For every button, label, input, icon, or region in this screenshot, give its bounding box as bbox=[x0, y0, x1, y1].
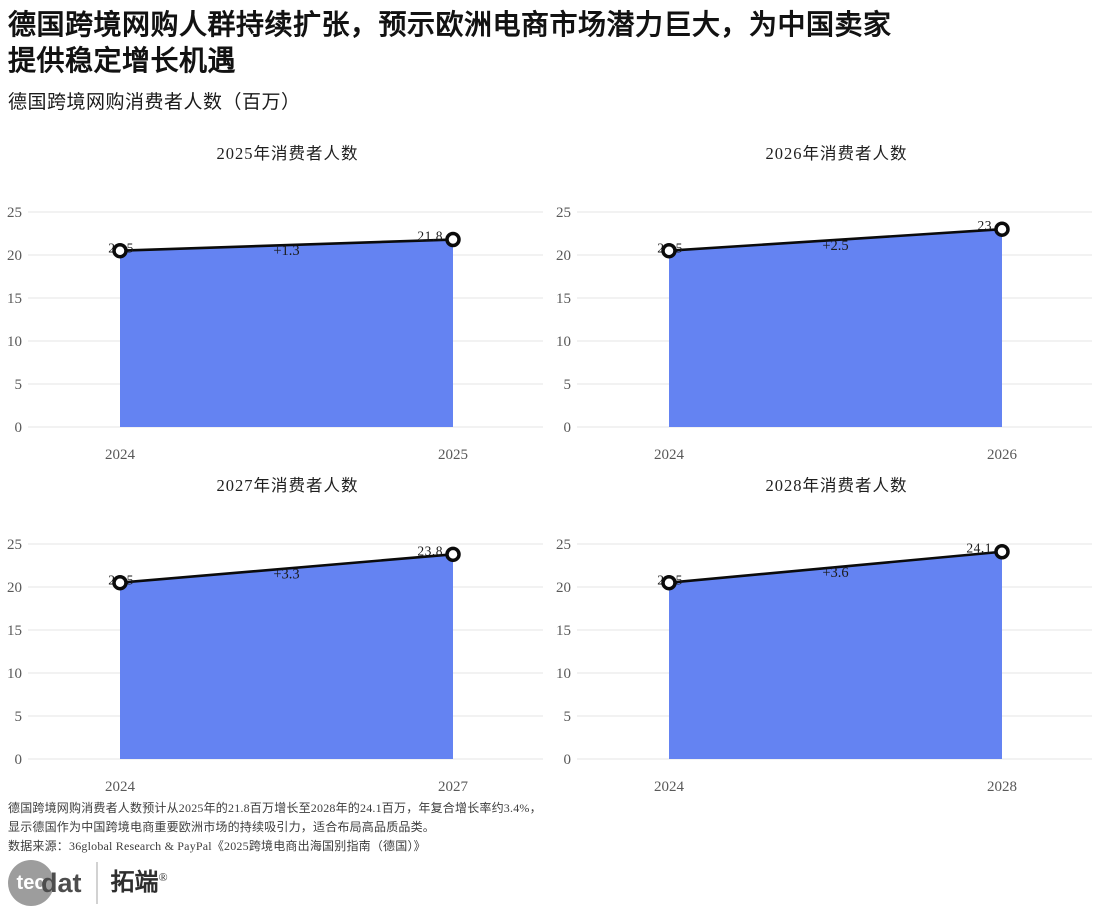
y-tick-label-0: 0 bbox=[15, 420, 23, 436]
x-tick-label-2024: 2024 bbox=[105, 779, 136, 794]
y-tick-label-5: 5 bbox=[564, 377, 572, 393]
trend-line bbox=[119, 553, 454, 584]
y-tick-label-20: 20 bbox=[7, 580, 22, 596]
delta-label: +3.3 bbox=[273, 567, 299, 583]
logo-divider bbox=[95, 862, 98, 904]
subplot-title: 2026年消费者人数 bbox=[766, 144, 908, 163]
y-tick-label-5: 5 bbox=[15, 709, 23, 725]
brand-logo: tec dat 拓端® bbox=[8, 858, 168, 908]
trend-line bbox=[668, 550, 1003, 584]
y-tick-label-10: 10 bbox=[556, 666, 571, 682]
y-tick-label-25: 25 bbox=[7, 205, 22, 221]
delta-label: +2.5 bbox=[822, 238, 848, 254]
x-tick-label-2024: 2024 bbox=[654, 447, 685, 462]
point-marker-start bbox=[661, 574, 677, 591]
area-fill bbox=[669, 229, 1002, 427]
y-tick-label-15: 15 bbox=[7, 291, 22, 307]
point-marker-end bbox=[994, 543, 1010, 560]
x-tick-label-2024: 2024 bbox=[105, 447, 136, 462]
point-marker-start bbox=[661, 242, 677, 259]
y-tick-label-5: 5 bbox=[564, 709, 572, 725]
area-fill bbox=[120, 554, 453, 759]
page-title: 德国跨境网购人群持续扩张，预示欧洲电商市场潜力巨大，为中国卖家 提供稳定增长机遇 bbox=[8, 8, 1090, 80]
y-tick-label-10: 10 bbox=[556, 334, 571, 350]
delta-label: +3.6 bbox=[822, 565, 848, 581]
y-tick-label-0: 0 bbox=[15, 752, 23, 768]
y-tick-label-20: 20 bbox=[556, 248, 571, 264]
point-marker-end bbox=[994, 221, 1010, 237]
delta-label: +1.3 bbox=[273, 243, 299, 259]
area-fill bbox=[669, 551, 1002, 759]
footer-line-2: 显示德国作为中国跨境电商重要欧洲市场的持续吸引力，适合布局高品质品类。 bbox=[8, 820, 436, 834]
chart-grid: 2025年消费者人数0510152025+1.320.521.820242025… bbox=[0, 130, 1098, 795]
y-tick-label-25: 25 bbox=[556, 537, 571, 553]
y-tick-label-10: 10 bbox=[7, 666, 22, 682]
y-tick-label-0: 0 bbox=[564, 752, 572, 768]
y-tick-label-25: 25 bbox=[7, 537, 22, 553]
chart-subtitle: 德国跨境网购消费者人数（百万） bbox=[8, 92, 301, 113]
subplot-title: 2027年消费者人数 bbox=[217, 476, 359, 495]
point-label-end: 24.1 bbox=[966, 541, 992, 556]
point-marker-start bbox=[112, 574, 128, 591]
y-tick-label-5: 5 bbox=[15, 377, 23, 393]
registered-trademark-icon: ® bbox=[158, 870, 168, 884]
footer-notes: 德国跨境网购消费者人数预计从2025年的21.8百万增长至2028年的24.1百… bbox=[8, 799, 542, 856]
y-tick-label-25: 25 bbox=[556, 205, 571, 221]
y-tick-label-10: 10 bbox=[7, 334, 22, 350]
subplot-title: 2025年消费者人数 bbox=[217, 144, 359, 163]
x-tick-label-2025: 2025 bbox=[438, 447, 468, 462]
y-tick-label-15: 15 bbox=[556, 623, 571, 639]
point-marker-start bbox=[112, 242, 128, 259]
point-label-end: 21.8 bbox=[417, 229, 443, 244]
logo-wordmark-suffix: dat bbox=[41, 867, 82, 898]
point-label-end: 23.8 bbox=[417, 543, 443, 558]
logo-circle: tec bbox=[8, 860, 54, 906]
page-title-line-2: 提供稳定增长机遇 bbox=[8, 46, 237, 77]
logo-brand-cn: 拓端® bbox=[110, 870, 168, 896]
page-title-line-1: 德国跨境网购人群持续扩张，预示欧洲电商市场潜力巨大，为中国卖家 bbox=[8, 10, 892, 41]
trend-line bbox=[119, 238, 454, 252]
header: 德国跨境网购人群持续扩张，预示欧洲电商市场潜力巨大，为中国卖家 提供稳定增长机遇 … bbox=[8, 8, 1090, 115]
trend-line bbox=[668, 227, 1003, 252]
y-tick-label-15: 15 bbox=[7, 623, 22, 639]
point-marker-end bbox=[445, 546, 461, 563]
footer-line-1: 德国跨境网购消费者人数预计从2025年的21.8百万增长至2028年的24.1百… bbox=[8, 801, 542, 815]
point-marker-end bbox=[445, 231, 461, 248]
x-tick-label-2028: 2028 bbox=[987, 779, 1017, 794]
point-label-end: 23 bbox=[978, 218, 993, 233]
x-tick-label-2026: 2026 bbox=[987, 447, 1018, 462]
y-tick-label-15: 15 bbox=[556, 291, 571, 307]
area-fill bbox=[120, 239, 453, 427]
y-tick-label-0: 0 bbox=[564, 420, 572, 436]
footer-line-3: 数据来源：36global Research & PayPal《2025跨境电商… bbox=[8, 839, 426, 853]
x-tick-label-2024: 2024 bbox=[654, 779, 685, 794]
subplot-title: 2028年消费者人数 bbox=[766, 476, 908, 495]
x-tick-label-2027: 2027 bbox=[438, 779, 469, 794]
y-tick-label-20: 20 bbox=[556, 580, 571, 596]
y-tick-label-20: 20 bbox=[7, 248, 22, 264]
